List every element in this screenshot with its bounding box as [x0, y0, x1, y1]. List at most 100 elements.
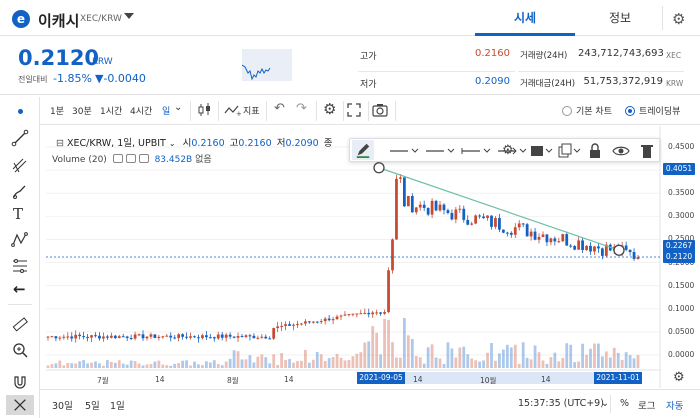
- projection-tool-icon[interactable]: [11, 257, 29, 275]
- gear-icon[interactable]: ⚙: [672, 10, 686, 28]
- candle-body: [204, 335, 208, 338]
- clock[interactable]: 15:37:35 (UTC+9): [518, 398, 604, 409]
- settings-icon[interactable]: [125, 154, 136, 163]
- coin-pair[interactable]: XEC/KRW: [80, 14, 122, 24]
- indicator-icon[interactable]: +: [223, 101, 241, 119]
- candle-body: [58, 337, 62, 339]
- candle-body: [450, 212, 454, 220]
- interval-4h[interactable]: 4시간: [130, 107, 153, 117]
- collapse-icon[interactable]: ⊟: [56, 138, 64, 149]
- trend-line-icon[interactable]: [11, 129, 29, 147]
- redo-icon[interactable]: ↷: [296, 101, 307, 116]
- chevron-down-icon[interactable]: ⌄: [174, 102, 183, 113]
- range-30d[interactable]: 30일: [52, 401, 73, 412]
- candle-body: [327, 318, 331, 321]
- pattern-tool-icon[interactable]: [11, 231, 29, 249]
- radio-tradingview[interactable]: [625, 106, 635, 116]
- line-arrow-icon[interactable]: [494, 142, 528, 160]
- magnet-icon[interactable]: [11, 373, 29, 391]
- volume-bar: [62, 365, 66, 368]
- candle-body: [371, 312, 375, 315]
- trend-line: [378, 167, 620, 251]
- percent-toggle[interactable]: %: [620, 398, 630, 409]
- fib-tool-icon[interactable]: [11, 157, 29, 175]
- open-label: 시: [182, 138, 192, 149]
- axis-settings-icon[interactable]: ⚙: [673, 370, 685, 385]
- fill-icon[interactable]: [528, 142, 554, 160]
- interval-1m[interactable]: 1분: [50, 107, 65, 117]
- radio-basic-chart[interactable]: [562, 106, 572, 116]
- range-5d[interactable]: 5일: [85, 401, 100, 412]
- candle-body: [391, 239, 394, 271]
- volume-bar: [169, 365, 173, 368]
- settings-icon[interactable]: ⚙: [323, 100, 337, 118]
- lock-icon[interactable]: [586, 142, 604, 160]
- candle-body: [383, 312, 386, 314]
- candle-body: [600, 248, 604, 256]
- candle-body: [422, 204, 426, 208]
- volume-bar: [157, 360, 161, 368]
- range-1d[interactable]: 1일: [110, 401, 125, 412]
- clone-icon[interactable]: [556, 142, 582, 160]
- tab-price[interactable]: 시세: [475, 0, 575, 36]
- y-tick: 0.3500: [668, 188, 695, 198]
- camera-icon[interactable]: [371, 101, 389, 119]
- interval-30m[interactable]: 30분: [72, 107, 92, 117]
- brush-icon[interactable]: [11, 183, 29, 201]
- volume-bar: [165, 365, 169, 368]
- candle-body: [105, 336, 109, 338]
- chart-legend: ⊟ XEC/KRW, 1일, UPBIT ⌄ 시0.2160 고0.2160 저…: [56, 135, 332, 149]
- line-end-icon[interactable]: [458, 142, 492, 160]
- line-style-icon[interactable]: [386, 142, 420, 160]
- candle-type-icon[interactable]: [196, 101, 214, 119]
- close-icon[interactable]: [138, 154, 149, 163]
- ruler-icon[interactable]: [11, 315, 29, 333]
- interval-1d[interactable]: 일: [162, 107, 171, 117]
- pencil-icon: [356, 143, 370, 158]
- volume-bar: [288, 359, 291, 368]
- volume-bar: [280, 352, 284, 368]
- pencil-button[interactable]: [352, 140, 374, 160]
- candle-body: [300, 323, 303, 325]
- x-label-end: 2021-11-01: [594, 372, 642, 384]
- eraser-tool-button[interactable]: [6, 395, 34, 415]
- undo-icon[interactable]: ↶: [274, 101, 285, 116]
- fullscreen-icon[interactable]: [345, 101, 363, 119]
- arrow-left-icon[interactable]: ←: [13, 280, 26, 298]
- volume-bar: [46, 365, 50, 368]
- volume-bar: [228, 358, 232, 368]
- candle-body: [581, 240, 584, 251]
- chevron-down-icon[interactable]: [124, 13, 134, 19]
- text-tool-icon[interactable]: T: [13, 205, 24, 223]
- candle-body: [212, 337, 216, 339]
- basic-chart-label[interactable]: 기본 차트: [576, 107, 612, 117]
- candle-body: [137, 334, 141, 336]
- candle-body: [430, 200, 434, 215]
- settings-icon[interactable]: ⚙: [502, 143, 514, 158]
- trash-icon[interactable]: [638, 142, 656, 160]
- line-width-icon[interactable]: [422, 142, 456, 160]
- chevron-down-icon[interactable]: ⌄: [168, 139, 176, 148]
- chevron-down-icon[interactable]: ⌄: [601, 398, 609, 409]
- candle-body: [292, 324, 295, 326]
- candle-body: [395, 178, 398, 240]
- price-chart[interactable]: [41, 126, 700, 391]
- visibility-icon[interactable]: [112, 154, 123, 163]
- coin-name[interactable]: 이캐시: [38, 12, 80, 30]
- indicator-button[interactable]: 지표: [243, 107, 260, 117]
- candle-body: [260, 336, 264, 338]
- volume-bar: [454, 357, 458, 368]
- candle-body: [145, 336, 149, 339]
- tab-info[interactable]: 정보: [608, 11, 632, 25]
- x-tick: 14: [284, 375, 294, 384]
- visibility-icon[interactable]: [612, 142, 630, 160]
- volume-bar: [149, 364, 153, 368]
- log-toggle[interactable]: 로그: [638, 401, 656, 412]
- cursor-dot-icon[interactable]: [18, 109, 23, 114]
- zoom-in-icon[interactable]: [11, 341, 29, 359]
- auto-toggle[interactable]: 자동: [666, 401, 684, 412]
- volume-bar: [410, 339, 414, 368]
- interval-1h[interactable]: 1시간: [100, 107, 123, 117]
- tradingview-label[interactable]: 트레이딩뷰: [639, 107, 681, 117]
